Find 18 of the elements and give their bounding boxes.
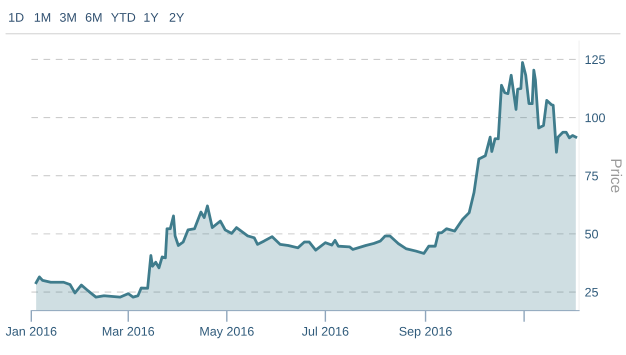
y-tick-label: 25 <box>585 288 598 297</box>
x-tick-label: Jan 2016 <box>6 326 56 336</box>
x-tick-label: May 2016 <box>200 326 254 338</box>
y-tick-label: 75 <box>585 172 598 180</box>
x-tick-label: Mar 2016 <box>102 326 154 336</box>
x-tick-label: Jul 2016 <box>302 326 348 336</box>
text: 1D <box>9 13 24 22</box>
y-tick-label: 125 <box>586 55 605 64</box>
text: YTD <box>111 13 136 22</box>
text: 1M <box>34 13 50 22</box>
y-axis-title: Price <box>610 160 622 192</box>
text: 2Y <box>170 12 184 22</box>
text: 1Y <box>144 13 158 22</box>
text: 6M <box>86 12 102 22</box>
y-tick-label: 50 <box>585 230 598 239</box>
x-tick-label: Sep 2016 <box>399 326 452 338</box>
y-tick-label: 100 <box>586 113 605 122</box>
text: 3M <box>60 12 76 22</box>
